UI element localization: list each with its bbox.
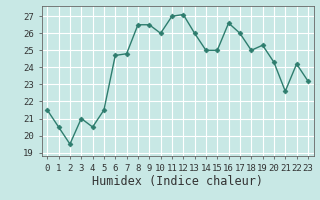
X-axis label: Humidex (Indice chaleur): Humidex (Indice chaleur) xyxy=(92,175,263,188)
